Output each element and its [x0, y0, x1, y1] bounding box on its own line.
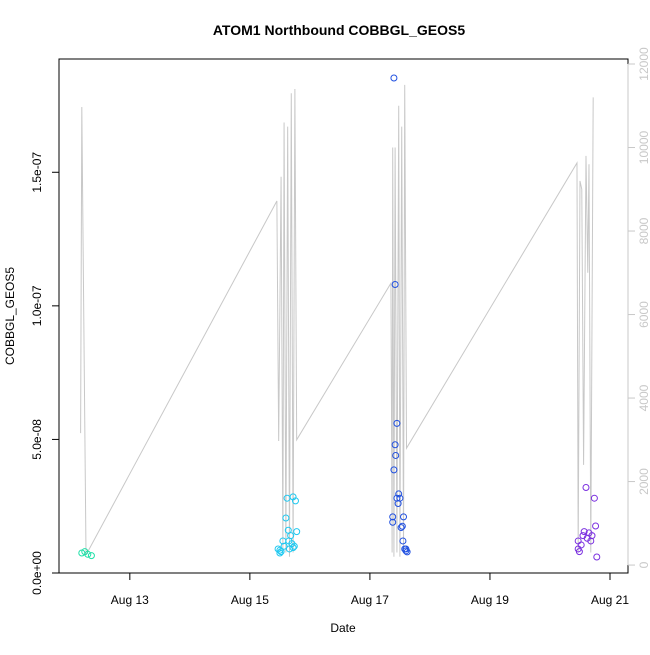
- data-point: [289, 544, 297, 552]
- y2-tick-label: 12000: [637, 47, 650, 81]
- data-point: [390, 74, 398, 82]
- data-point: [391, 280, 399, 288]
- data-point: [394, 500, 402, 508]
- chart-title: ATOM1 Northbound COBBGL_GEOS5: [213, 22, 465, 38]
- data-point: [391, 441, 399, 449]
- data-point: [291, 497, 299, 505]
- data-point: [393, 419, 401, 427]
- data-point: [588, 532, 596, 540]
- y-axis-title: COBBGL_GEOS5: [3, 267, 17, 365]
- data-point: [397, 524, 405, 532]
- y2-tick-label: 8000: [637, 217, 650, 244]
- x-tick-label: Aug 13: [111, 593, 149, 607]
- x-axis-title: Date: [330, 621, 356, 635]
- data-point: [389, 513, 397, 521]
- data-point: [290, 542, 298, 550]
- data-point: [398, 522, 406, 530]
- y2-tick-label: 0: [637, 561, 650, 568]
- y2-tick-label: 2000: [637, 468, 650, 495]
- data-point: [280, 542, 288, 550]
- y-tick-label: 1.5e-07: [30, 152, 44, 193]
- x-tick-label: Aug 19: [471, 593, 509, 607]
- x-tick-label: Aug 17: [351, 593, 389, 607]
- y2-tick-label: 6000: [637, 301, 650, 328]
- data-point: [277, 548, 285, 556]
- x-tick-label: Aug 15: [231, 593, 269, 607]
- data-point: [392, 451, 400, 459]
- data-point: [389, 518, 397, 526]
- data-point: [580, 528, 588, 536]
- y-tick-label: 5.0e-08: [30, 419, 44, 460]
- data-point: [282, 514, 290, 522]
- y-tick-label: 0.0e+00: [30, 551, 44, 595]
- data-point: [395, 490, 403, 498]
- data-point: [582, 484, 590, 492]
- data-point: [592, 522, 600, 530]
- data-point: [87, 552, 95, 560]
- y2-tick-label: 10000: [637, 131, 650, 165]
- data-point: [84, 550, 92, 558]
- y2-tick-label: 4000: [637, 384, 650, 411]
- data-point: [285, 537, 293, 545]
- data-point: [590, 494, 598, 502]
- data-point: [574, 545, 582, 553]
- y-tick-label: 1.0e-07: [30, 285, 44, 326]
- data-point: [593, 553, 601, 561]
- data-point: [276, 549, 284, 557]
- data-point: [399, 537, 407, 545]
- data-point: [402, 545, 410, 553]
- data-point: [276, 546, 284, 554]
- data-point: [390, 466, 398, 474]
- data-line: [80, 84, 594, 557]
- data-point: [402, 547, 410, 555]
- data-point: [400, 513, 408, 521]
- x-tick-label: Aug 21: [591, 593, 629, 607]
- data-point: [293, 528, 301, 536]
